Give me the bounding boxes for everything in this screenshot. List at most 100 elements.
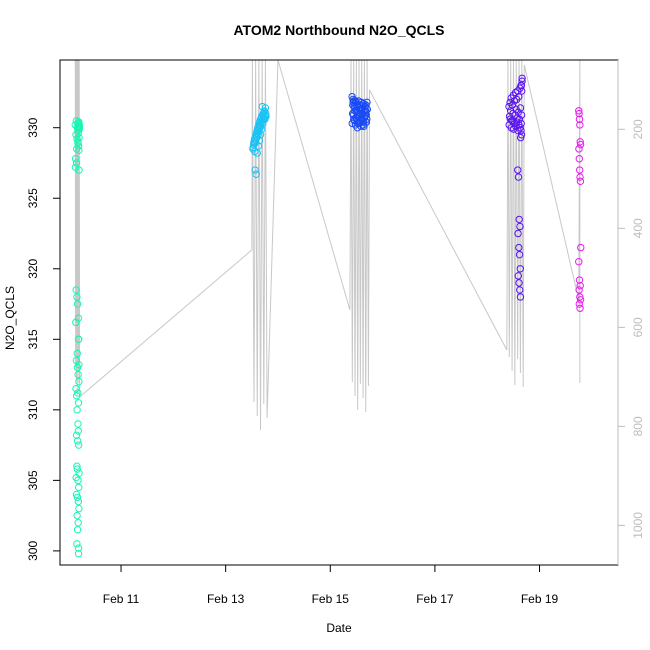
- data-point: [258, 102, 267, 111]
- data-point: [256, 124, 264, 132]
- data-point: [73, 293, 81, 301]
- data-point: [71, 155, 80, 163]
- data-point: [73, 437, 82, 445]
- data-point: [261, 112, 269, 121]
- data-point: [575, 145, 583, 153]
- y-tick-label: 310: [26, 400, 40, 420]
- data-point: [72, 431, 81, 439]
- data-point: [75, 441, 83, 449]
- data-point: [73, 392, 81, 400]
- y-tick-label: 330: [26, 117, 40, 137]
- data-point: [510, 97, 519, 105]
- y2-tick-label: 400: [631, 218, 645, 238]
- data-point: [249, 140, 258, 149]
- data-point: [575, 155, 584, 163]
- data-point: [72, 356, 81, 365]
- data-point: [506, 115, 514, 123]
- data-point: [516, 104, 525, 112]
- data-point: [71, 163, 80, 171]
- y2-tick-label: 600: [631, 317, 645, 337]
- data-point: [516, 133, 525, 142]
- data-point: [517, 111, 526, 119]
- y-tick-label: 305: [26, 470, 40, 490]
- data-point: [360, 100, 368, 108]
- data-point: [75, 504, 83, 513]
- data-point: [74, 335, 83, 344]
- data-point: [74, 518, 82, 527]
- data-point: [514, 173, 523, 181]
- data-point: [254, 131, 262, 139]
- data-point: [575, 258, 583, 266]
- data-point: [72, 384, 80, 393]
- data-point: [575, 109, 583, 118]
- data-point: [72, 318, 80, 327]
- data-point: [74, 138, 82, 146]
- data-point: [363, 98, 371, 107]
- data-point: [576, 140, 585, 149]
- data-point: [74, 550, 83, 558]
- data-point: [575, 115, 584, 123]
- data-point: [575, 276, 584, 284]
- data-point: [75, 483, 83, 492]
- data-point: [72, 286, 80, 294]
- x-tick-label: Feb 17: [416, 592, 454, 606]
- data-point: [575, 286, 583, 294]
- data-point: [518, 74, 526, 83]
- data-point: [517, 126, 525, 135]
- data-point: [514, 272, 522, 280]
- data-point: [516, 222, 524, 231]
- data-point: [516, 286, 524, 294]
- data-point: [514, 166, 522, 174]
- data-point: [576, 121, 584, 129]
- data-point: [515, 243, 523, 252]
- chart-title: ATOM2 Northbound N2O_QCLS: [233, 22, 444, 38]
- y-tick-label: 320: [26, 258, 40, 278]
- data-point: [75, 146, 83, 154]
- data-point: [517, 81, 526, 90]
- data-point: [74, 544, 83, 552]
- data-point: [576, 173, 584, 181]
- data-point: [252, 170, 260, 178]
- data-point: [251, 166, 259, 174]
- y2-tick-label: 800: [631, 416, 645, 436]
- data-point: [576, 138, 584, 146]
- x-tick-label: Feb 13: [207, 592, 245, 606]
- data-point: [73, 300, 82, 308]
- data-point: [72, 159, 81, 167]
- data-point: [252, 132, 261, 140]
- plot-frame: [59, 59, 619, 566]
- data-point: [74, 370, 82, 379]
- y-axis-right: 200 400 600 800 1000: [617, 60, 645, 565]
- data-point: [577, 243, 585, 252]
- y-axis-left: 300 305 310 315 320 325 330: [26, 117, 60, 561]
- data-point: [362, 118, 370, 126]
- data-point: [74, 427, 83, 435]
- x-tick-label: Feb 15: [312, 592, 350, 606]
- data-point: [73, 349, 81, 358]
- data-point: [575, 300, 584, 308]
- altitude-profile-line: [74, 59, 581, 431]
- data-point: [351, 100, 359, 108]
- data-point: [576, 281, 584, 290]
- x-axis: Feb 11 Feb 13 Feb 15 Feb 17 Feb 19: [103, 565, 559, 606]
- x-tick-label: Feb 19: [521, 592, 559, 606]
- data-point: [73, 526, 82, 534]
- data-points: [71, 74, 585, 558]
- data-point: [515, 92, 523, 101]
- data-point: [514, 229, 522, 238]
- data-point: [517, 119, 525, 128]
- x-axis-label: Date: [326, 621, 352, 635]
- data-point: [349, 95, 357, 104]
- data-point: [73, 540, 81, 548]
- data-point: [75, 133, 83, 142]
- y2-tick-label: 1000: [631, 512, 645, 539]
- data-point: [74, 142, 83, 150]
- data-point: [74, 497, 83, 506]
- data-point: [516, 293, 525, 301]
- y2-tick-label: 200: [631, 119, 645, 139]
- data-point: [518, 77, 526, 85]
- data-point: [73, 406, 81, 414]
- altitude-profile-lines: [74, 59, 581, 431]
- y-tick-label: 325: [26, 188, 40, 208]
